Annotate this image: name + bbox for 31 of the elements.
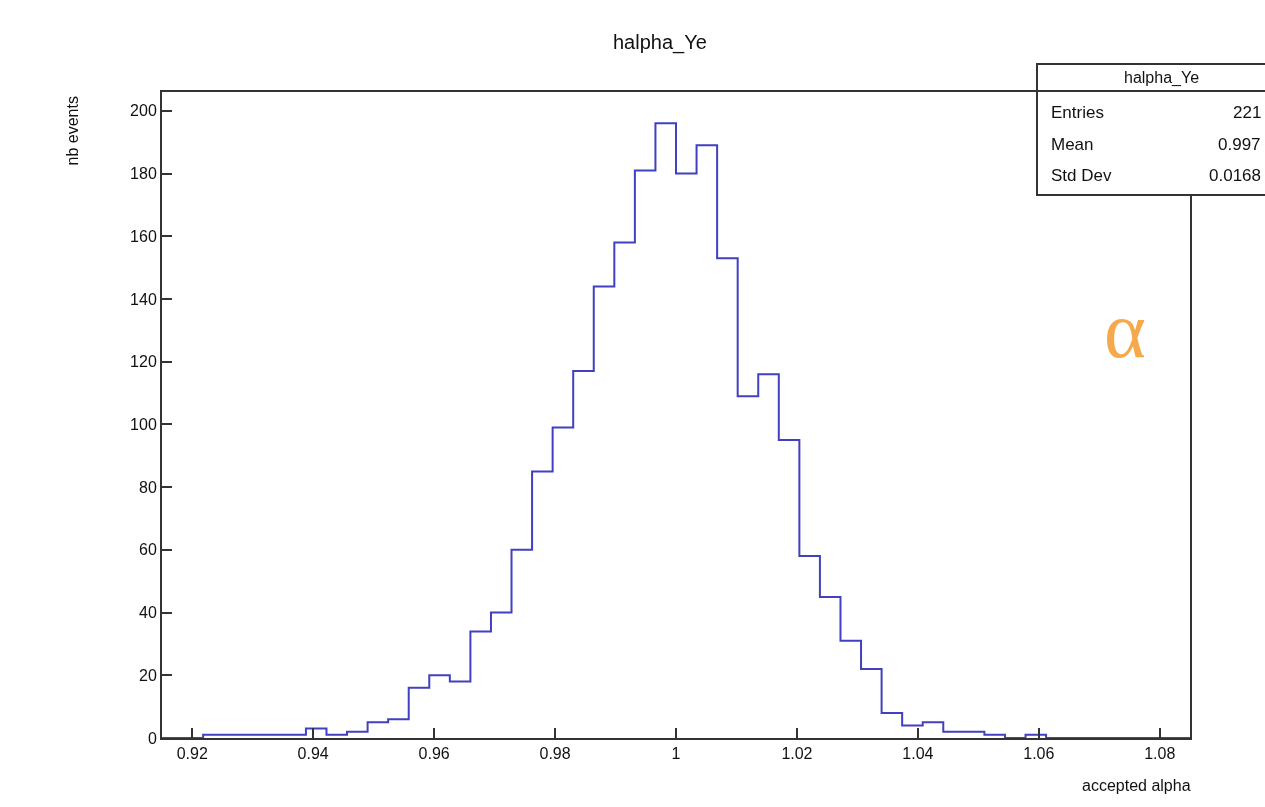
annotation: Std Dev [1051,166,1112,185]
x-tick-label: 1.02 [781,745,813,763]
annotation: Entries [1051,103,1104,122]
y-tick-label: 180 [130,165,157,183]
y-tick-label: 140 [130,290,157,308]
y-tick-label: 80 [139,478,157,496]
x-tick-label: 0.92 [176,745,208,763]
x-tick-label: 0.94 [297,745,329,763]
x-tick-label: 1.06 [1023,745,1055,763]
annotation: α [1104,286,1146,374]
text: 0.997 [1218,135,1261,154]
y-tick-label: 40 [139,604,157,622]
y-tick-label: 160 [130,227,157,245]
annotation: Mean [1051,135,1094,154]
x-tick-label: 1.08 [1144,745,1176,763]
text: halpha_Ye [1124,69,1200,87]
text: 0.0168 [1209,166,1261,185]
y-tick-label: 0 [147,729,157,747]
x-tick-label: 1 [671,745,681,763]
x-axis-title: accepted alpha [1082,777,1191,794]
y-tick-label: 200 [130,102,157,120]
chart-title: halpha_Ye [613,31,707,54]
x-tick-label: 0.96 [418,745,450,763]
y-tick-label: 60 [139,541,157,559]
y-tick-label: 100 [130,416,157,434]
x-tick-label: 1.04 [902,745,934,763]
y-axis-title: nb events [63,96,81,166]
y-tick-label: 20 [139,666,157,684]
text: 221 [1233,103,1262,122]
x-tick-label: 0.98 [539,745,571,763]
y-tick-label: 120 [130,353,157,371]
